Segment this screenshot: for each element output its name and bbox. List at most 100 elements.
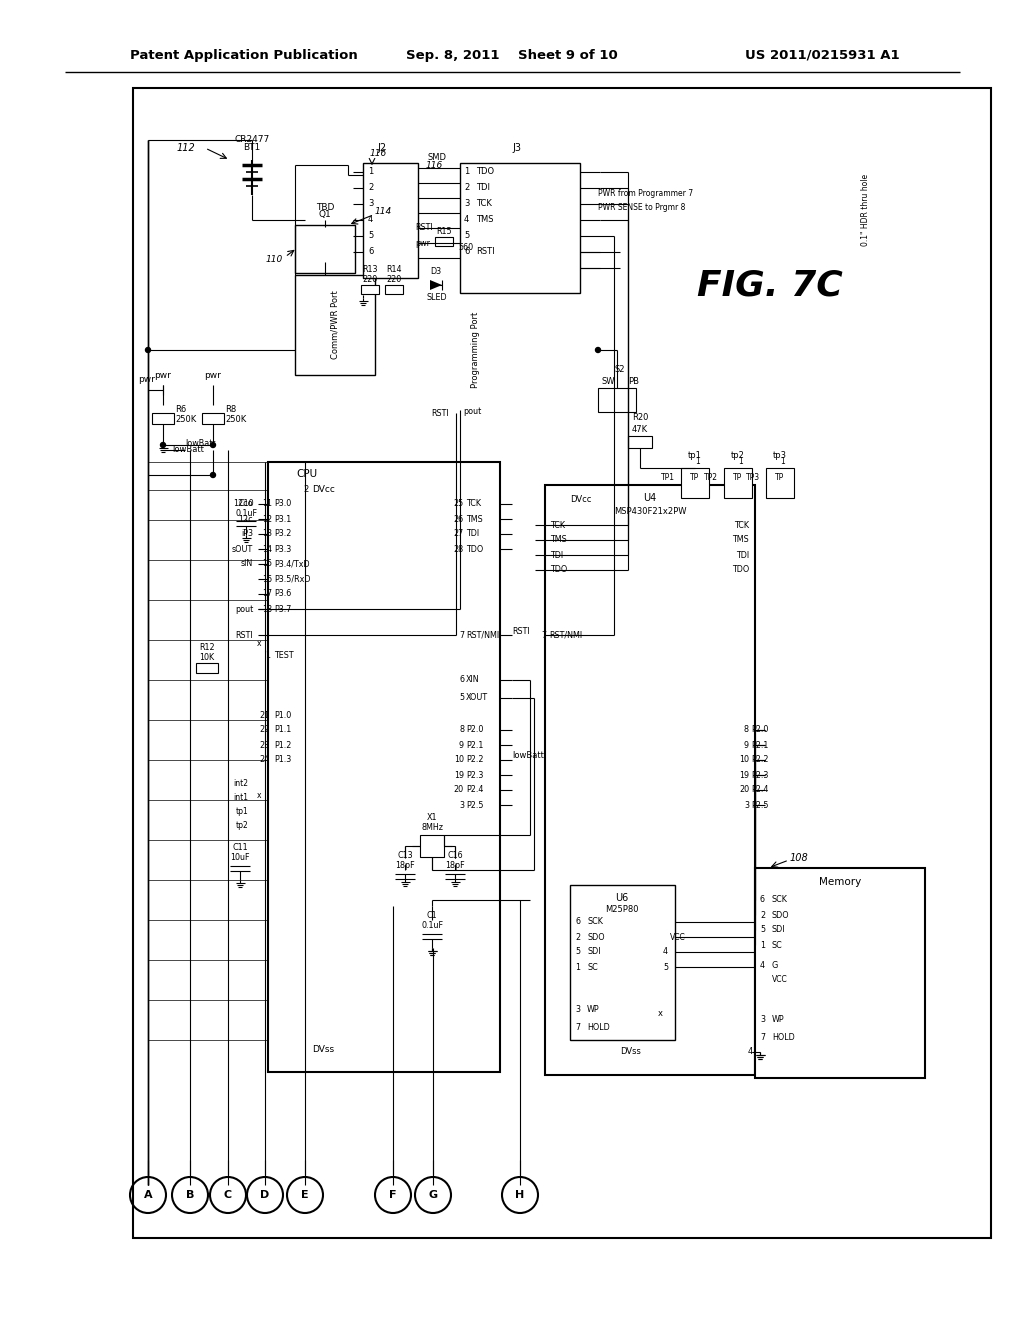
Text: tp1: tp1 [236,807,248,816]
Bar [435,238,453,246]
Text: DVcc: DVcc [570,495,592,504]
Text: P2.2: P2.2 [751,755,768,764]
Text: TMS: TMS [466,515,482,524]
Text: CR2477: CR2477 [234,136,269,144]
Text: tp1: tp1 [688,450,701,459]
Bar [295,275,375,375]
Text: PB: PB [628,378,639,387]
Text: 0.1" HDR thru hole: 0.1" HDR thru hole [860,174,869,246]
Text: Memory: Memory [819,876,861,887]
Bar [152,413,174,424]
Text: P2.2: P2.2 [466,755,483,764]
Text: U4: U4 [643,492,656,503]
Text: TP: TP [733,474,742,483]
Text: Comm/PWR Port: Comm/PWR Port [331,290,340,359]
Text: Q1: Q1 [318,210,332,219]
Text: Programming Port: Programming Port [470,312,479,388]
Text: RSTI: RSTI [236,631,253,639]
Text: XOUT: XOUT [466,693,488,702]
Text: 25: 25 [454,499,464,508]
Text: 6: 6 [760,895,765,904]
Text: 17: 17 [262,590,272,598]
Text: P2.4: P2.4 [751,785,768,795]
Text: US 2011/0215931 A1: US 2011/0215931 A1 [745,49,900,62]
Text: BT1: BT1 [244,144,261,153]
Text: HOLD: HOLD [587,1023,609,1032]
Text: 112: 112 [176,143,195,153]
Text: XIN: XIN [466,676,479,685]
Text: TP: TP [690,474,699,483]
Text: 4: 4 [760,961,765,969]
Text: SMD: SMD [428,153,447,161]
Text: 6: 6 [368,248,374,256]
Text: RSTI: RSTI [415,223,432,232]
Text: SDO: SDO [772,911,790,920]
Text: TCK: TCK [476,199,492,209]
Bar [361,285,379,294]
Text: 27: 27 [454,529,464,539]
Bar [295,224,355,273]
Text: A: A [143,1191,153,1200]
Text: pout: pout [463,408,481,417]
Bar [202,413,224,424]
Text: int1: int1 [233,792,248,801]
Text: PWR SENSE to Prgmr 8: PWR SENSE to Prgmr 8 [598,202,685,211]
Text: R12: R12 [200,644,215,652]
Text: DVss: DVss [312,1045,334,1055]
Text: sIN: sIN [241,560,253,569]
Circle shape [161,442,166,447]
Text: 28: 28 [454,544,464,553]
Bar [598,388,636,412]
Text: tp2: tp2 [236,821,248,829]
Text: 6: 6 [464,248,469,256]
Text: 0.1uF: 0.1uF [421,921,443,931]
Text: 4: 4 [748,1048,754,1056]
Text: 8: 8 [459,726,464,734]
Text: M25P80: M25P80 [605,906,639,915]
Text: TDO: TDO [476,168,495,177]
Text: SDO: SDO [587,932,604,941]
Text: 5: 5 [459,693,464,702]
Text: 6: 6 [459,676,464,685]
Bar [545,484,755,1074]
Text: 19: 19 [454,771,464,780]
Text: 3: 3 [459,800,464,809]
Text: 15: 15 [262,560,272,569]
Text: tp2: tp2 [731,450,744,459]
Text: 5: 5 [575,948,581,957]
Text: 18pF: 18pF [445,862,465,870]
Text: 220: 220 [386,275,401,284]
Polygon shape [430,280,442,290]
Text: TCK: TCK [734,520,749,529]
Circle shape [211,442,215,447]
Text: TMS: TMS [550,536,566,544]
Text: P2.0: P2.0 [466,726,483,734]
Text: R14: R14 [386,265,401,275]
Text: FIG. 7C: FIG. 7C [697,268,843,302]
Text: int2: int2 [233,779,248,788]
Text: C: C [224,1191,232,1200]
Text: 114: 114 [375,207,392,216]
Text: C1: C1 [427,912,437,920]
Text: C16: C16 [447,851,463,861]
Text: TDI: TDI [466,529,479,539]
Text: 250K: 250K [225,416,246,425]
Text: P2.0: P2.0 [751,726,768,734]
Text: TP2: TP2 [705,474,718,483]
Text: tp3: tp3 [773,450,787,459]
Text: 1: 1 [575,962,580,972]
Text: 5: 5 [760,925,765,935]
Text: 16: 16 [262,574,272,583]
Bar [196,663,218,673]
Text: TP1: TP1 [662,474,675,483]
Text: TDI: TDI [550,550,563,560]
Text: R6: R6 [175,405,186,414]
Text: VCC: VCC [772,975,787,985]
Text: 2: 2 [575,932,581,941]
Text: P1.2: P1.2 [274,741,292,750]
Text: 4: 4 [464,215,469,224]
Text: P2.5: P2.5 [466,800,483,809]
Text: pwr: pwr [138,375,155,384]
Text: P1.1: P1.1 [274,726,291,734]
Text: 116: 116 [426,161,443,169]
